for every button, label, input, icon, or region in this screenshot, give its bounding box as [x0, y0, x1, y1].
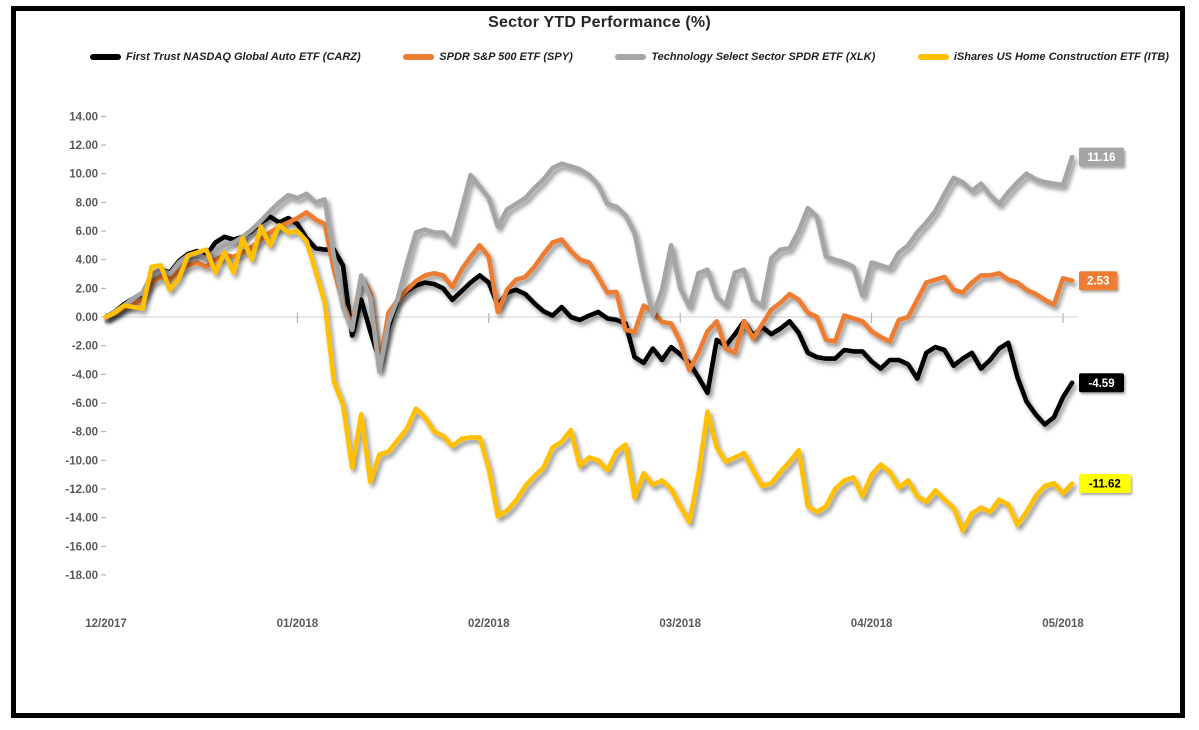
y-tick-label--18.00: -18.00 — [65, 570, 98, 582]
y-tick-label--6.00: -6.00 — [72, 398, 98, 410]
end-label-box-SPY — [1079, 271, 1118, 291]
legend-swatch-XLK — [615, 54, 647, 60]
axes: 14.00 12.00 10.00 8.00 6.00 4.00 2.00 0.00 -2.00… — [65, 111, 1084, 630]
x-tick-label-12/2017: 12/2017 — [85, 618, 127, 630]
series-line-XLK — [103, 154, 1075, 374]
y-tick-label-4.00: 4.00 — [76, 255, 98, 267]
end-label-SPY: 2.53 — [1079, 271, 1118, 291]
legend-item-SPY: SPDR S&P 500 ETF (SPY) — [403, 51, 573, 63]
end-label-XLK: 11.16 — [1079, 147, 1124, 167]
y-tick-label-6.00: 6.00 — [76, 226, 98, 238]
legend-label-CARZ: First Trust NASDAQ Global Auto ETF (CARZ… — [126, 51, 361, 63]
y-tick-label-14.00: 14.00 — [69, 111, 98, 123]
x-tick-label-04/2018: 04/2018 — [851, 618, 893, 630]
x-tick-label-05/2018: 05/2018 — [1042, 618, 1084, 630]
legend-item-CARZ: First Trust NASDAQ Global Auto ETF (CARZ… — [90, 51, 361, 63]
legend-label-XLK: Technology Select Sector SPDR ETF (XLK) — [651, 51, 876, 63]
end-label-box-ITB — [1079, 474, 1131, 494]
end-label-ITB: -11.62 — [1079, 474, 1131, 494]
y-tick-label--2.00: -2.00 — [72, 341, 98, 353]
series-end-labels: -4.59 2.53 11.16 -11.62 — [1079, 147, 1131, 494]
legend-swatch-ITB — [917, 54, 949, 60]
x-tick-label-01/2018: 01/2018 — [277, 618, 319, 630]
y-tick-label-10.00: 10.00 — [69, 169, 98, 181]
y-tick-label--10.00: -10.00 — [65, 455, 98, 467]
series-line-SPY — [103, 210, 1075, 373]
y-tick-label-2.00: 2.00 — [76, 283, 98, 295]
end-label-value-SPY: 2.53 — [1087, 276, 1109, 288]
end-label-CARZ: -4.59 — [1079, 373, 1124, 393]
legend-item-ITB: iShares US Home Construction ETF (ITB) — [917, 51, 1169, 63]
y-tick-label-8.00: 8.00 — [76, 197, 98, 209]
end-label-value-CARZ: -4.59 — [1088, 378, 1114, 390]
y-tick-label--4.00: -4.00 — [72, 369, 98, 381]
x-tick-label-03/2018: 03/2018 — [659, 618, 701, 630]
y-tick-label--14.00: -14.00 — [65, 513, 98, 525]
legend-label-ITB: iShares US Home Construction ETF (ITB) — [953, 51, 1169, 63]
end-label-value-XLK: 11.16 — [1087, 152, 1115, 164]
end-label-box-XLK — [1079, 147, 1124, 167]
end-label-value-ITB: -11.62 — [1089, 479, 1121, 491]
series-line-ITB — [103, 223, 1075, 533]
legend: First Trust NASDAQ Global Auto ETF (CARZ… — [90, 51, 1169, 63]
y-tick-label--16.00: -16.00 — [65, 541, 98, 553]
legend-swatch-CARZ — [90, 54, 121, 60]
legend-swatch-SPY — [403, 54, 435, 60]
series-lines — [103, 154, 1075, 533]
y-tick-label-0.00: 0.00 — [76, 312, 98, 324]
chart-title: Sector YTD Performance (%) — [488, 14, 711, 31]
y-tick-label--8.00: -8.00 — [72, 427, 98, 439]
x-tick-label-02/2018: 02/2018 — [468, 618, 510, 630]
y-tick-label--12.00: -12.00 — [65, 484, 98, 496]
end-label-box-CARZ — [1079, 373, 1124, 393]
legend-item-XLK: Technology Select Sector SPDR ETF (XLK) — [615, 51, 875, 63]
series-line-CARZ — [103, 214, 1075, 427]
y-tick-label-12.00: 12.00 — [69, 140, 98, 152]
legend-label-SPY: SPDR S&P 500 ETF (SPY) — [439, 51, 573, 63]
